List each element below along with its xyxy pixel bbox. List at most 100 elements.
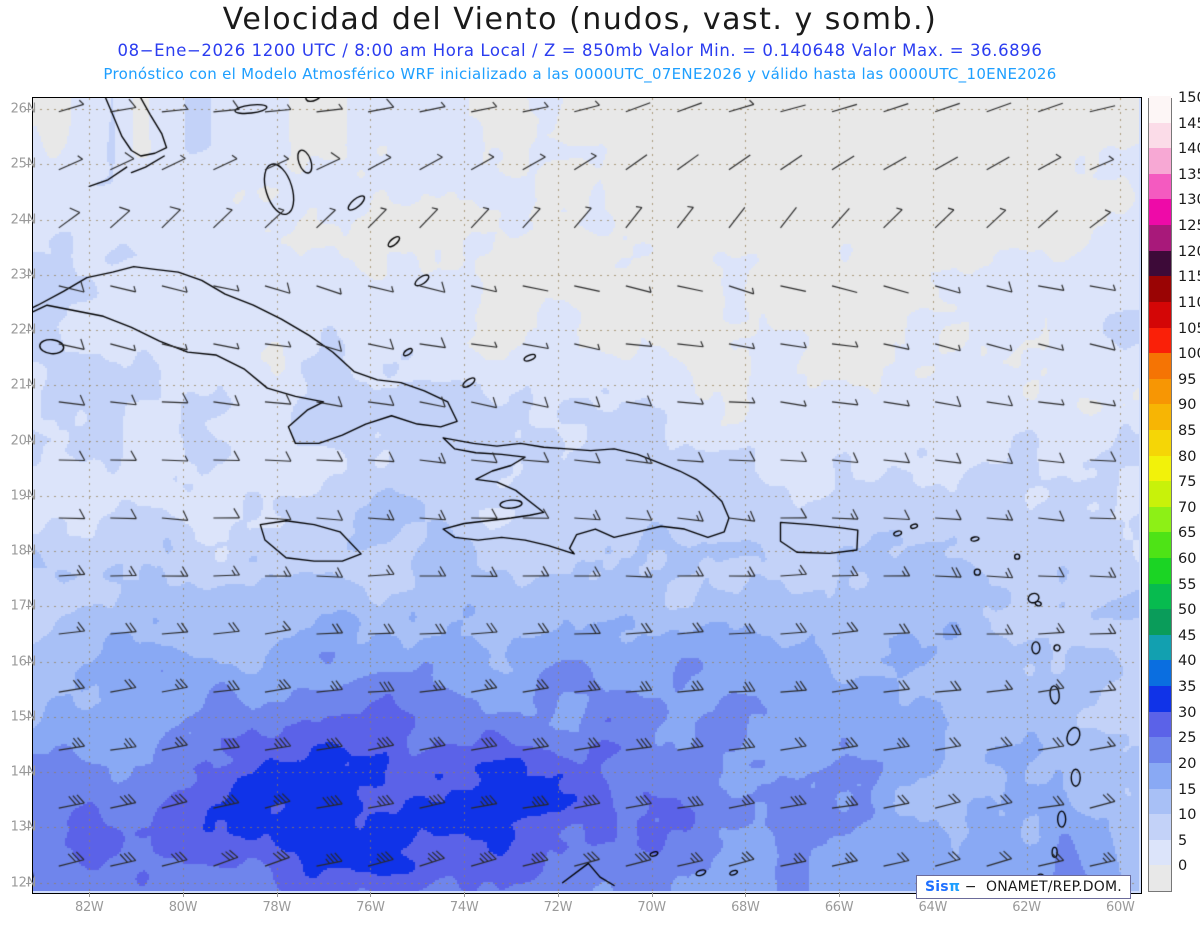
colorbar-segment <box>1149 224 1171 251</box>
latitude-tick-label: 22N <box>10 322 37 338</box>
latitude-tick-label: 23N <box>10 267 37 283</box>
colorbar-tick-label: 145 <box>1178 115 1200 132</box>
colorbar-tick-label: 130 <box>1178 192 1200 209</box>
latitude-tick-mark <box>26 385 31 387</box>
colorbar-segment <box>1149 762 1171 789</box>
colorbar-tick-label: 135 <box>1178 166 1200 183</box>
longitude-tick-mark <box>557 892 559 897</box>
colorbar-segment <box>1149 787 1171 815</box>
colorbar-tick-label: 50 <box>1178 602 1197 619</box>
latitude-tick-label: 15N <box>10 709 37 725</box>
colorbar-segment <box>1149 147 1171 174</box>
colorbar-tick-label: 120 <box>1178 243 1200 260</box>
colorbar-tick-label: 150 <box>1178 90 1200 106</box>
latitude-tick-mark <box>26 330 31 332</box>
colorbar-tick-label: 15 <box>1178 781 1197 798</box>
colorbar-tick-label: 85 <box>1178 422 1197 439</box>
colorbar-tick-label: 30 <box>1178 704 1197 721</box>
colorbar-tick-label: 80 <box>1178 448 1197 465</box>
longitude-tick-mark <box>182 892 184 897</box>
colorbar-segment <box>1149 813 1171 840</box>
wind-speed-colorbar[interactable] <box>1148 96 1172 892</box>
longitude-tick-label: 60W <box>1106 900 1135 915</box>
latitude-tick-mark <box>26 440 31 442</box>
latitude-tick-mark <box>26 274 31 276</box>
colorbar-segment <box>1149 403 1171 430</box>
longitude-tick-mark <box>745 892 747 897</box>
colorbar-segment <box>1149 583 1171 610</box>
latitude-tick-mark <box>26 772 31 774</box>
colorbar-segment <box>1149 378 1171 405</box>
colorbar-segment <box>1149 506 1171 533</box>
longitude-tick-mark <box>89 892 91 897</box>
latitude-tick-mark <box>26 716 31 718</box>
colorbar-tick-label: 25 <box>1178 730 1197 747</box>
colorbar-segment <box>1149 173 1171 200</box>
colorbar-segment <box>1149 96 1171 123</box>
colorbar-tick-label: 105 <box>1178 320 1200 337</box>
colorbar-tick-label: 140 <box>1178 141 1200 158</box>
colorbar-segment <box>1149 250 1171 277</box>
latitude-tick-label: 25N <box>10 156 37 172</box>
longitude-tick-label: 68W <box>731 900 760 915</box>
longitude-tick-label: 74W <box>449 900 479 915</box>
colorbar-segment <box>1149 122 1171 149</box>
colorbar-segment <box>1149 531 1171 559</box>
latitude-tick-mark <box>26 882 31 884</box>
colorbar-segment <box>1149 198 1171 226</box>
colorbar-tick-label: 20 <box>1178 755 1197 772</box>
colorbar-segment <box>1149 839 1171 866</box>
colorbar-tick-label: 0 <box>1178 858 1188 875</box>
colorbar-tick-label: 45 <box>1178 627 1197 644</box>
watermark-brand: Sis <box>925 879 949 895</box>
colorbar-segment <box>1149 301 1171 328</box>
latitude-tick-label: 14N <box>10 764 37 780</box>
latitude-tick-label: 26N <box>10 101 37 117</box>
colorbar-tick-label: 100 <box>1178 346 1200 363</box>
colorbar-tick-label: 115 <box>1178 269 1200 286</box>
colorbar-tick-label: 110 <box>1178 294 1200 311</box>
colorbar-tick-label: 5 <box>1178 832 1188 849</box>
map-header: Velocidad del Viento (nudos, vast. y som… <box>0 0 1200 92</box>
latitude-tick-label: 16N <box>10 654 37 670</box>
page-title: Velocidad del Viento (nudos, vast. y som… <box>222 2 938 37</box>
latitude-tick-mark <box>26 495 31 497</box>
colorbar-tick-label: 40 <box>1178 653 1197 670</box>
map-plot-area[interactable] <box>32 97 1142 894</box>
longitude-tick-label: 66W <box>824 900 854 915</box>
provider-watermark: Sis π − ONAMET/REP.DOM. <box>916 875 1131 899</box>
colorbar-segment <box>1149 275 1171 302</box>
watermark-org: − ONAMET/REP.DOM. <box>960 879 1122 895</box>
longitude-tick-mark <box>464 892 466 897</box>
longitude-tick-label: 72W <box>543 900 573 915</box>
colorbar-segment <box>1149 685 1171 712</box>
colorbar-tick-label: 60 <box>1178 551 1197 568</box>
colorbar-segment <box>1149 736 1171 763</box>
colorbar-tick-label: 125 <box>1178 218 1200 235</box>
longitude-tick-mark <box>370 892 372 897</box>
latitude-tick-mark <box>26 164 31 166</box>
colorbar-tick-label: 90 <box>1178 397 1197 414</box>
longitude-tick-mark <box>839 892 841 897</box>
colorbar-segment <box>1149 352 1171 379</box>
colorbar-tick-label: 75 <box>1178 474 1197 491</box>
model-description-line: Pronóstico con el Modelo Atmosférico WRF… <box>103 65 1057 83</box>
latitude-tick-mark <box>26 551 31 553</box>
latitude-tick-mark <box>26 606 31 608</box>
latitude-tick-mark <box>26 109 31 111</box>
colorbar-segment <box>1149 711 1171 738</box>
colorbar-segment <box>1149 455 1171 482</box>
latitude-tick-label: 12N <box>10 875 37 891</box>
wind-speed-shading-canvas <box>33 98 1139 891</box>
longitude-tick-mark <box>651 892 653 897</box>
colorbar-segment <box>1149 429 1171 456</box>
colorbar-tick-label: 70 <box>1178 499 1197 516</box>
latitude-tick-mark <box>26 827 31 829</box>
colorbar-segment <box>1149 326 1171 354</box>
latitude-tick-label: 19N <box>10 488 37 504</box>
latitude-tick-label: 18N <box>10 543 37 559</box>
colorbar-tick-label: 10 <box>1178 807 1197 824</box>
latitude-tick-label: 24N <box>10 212 37 228</box>
colorbar-tick-label: 95 <box>1178 371 1197 388</box>
